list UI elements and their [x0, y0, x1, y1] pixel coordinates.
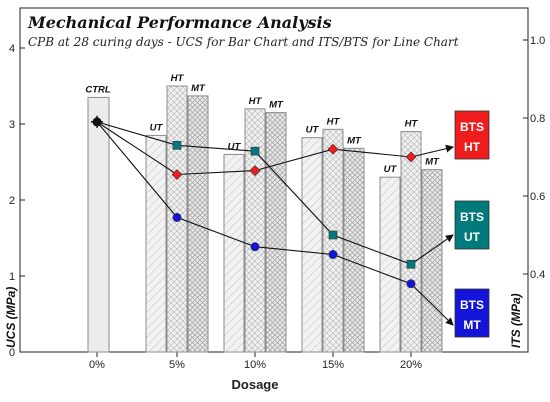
y-axis-left-title: UCS (MPa) [4, 287, 18, 348]
bar-ht [322, 128, 344, 353]
point-bts-ht [249, 165, 261, 177]
y-left-tick-label: 2 [9, 195, 15, 207]
arrow-bts-mt [410, 283, 454, 326]
bar-label-ut: UT [384, 164, 398, 175]
bar-ut [145, 134, 167, 353]
bar-ut [379, 176, 401, 353]
bar-label-mt: MT [425, 157, 440, 168]
bar-ctrl [87, 96, 110, 353]
bar-ut [301, 137, 323, 353]
chart-title: Mechanical Performance Analysis [27, 13, 332, 32]
legend-bts-mt-line2: MT [463, 318, 481, 332]
point-bts-ut [406, 259, 416, 269]
point-bts-ut [172, 141, 182, 150]
x-tick-label: 15% [322, 359, 344, 371]
bar-mt [343, 147, 365, 353]
bar-label-ctrl: CTRL [85, 84, 111, 95]
y-axis-right-ticks: 0.4 0.6 0.8 1.0 [523, 35, 545, 281]
arrow-bts-ht [410, 144, 454, 158]
y-right-tick-label: 0.8 [530, 113, 545, 125]
y-left-tick-label: 4 [9, 43, 15, 55]
bar-label-ut: UT [228, 141, 242, 152]
x-tick-label: 5% [169, 359, 185, 371]
y-axis-left-ticks: 0 1 2 3 4 [9, 43, 25, 359]
bar-series: CTRL UT UT UT UT HT HT HT HT MT MT MT MT [85, 73, 443, 353]
legend-bts-ht-box [454, 110, 490, 160]
legend-bts-mt-line1: BTS [460, 298, 484, 312]
y-left-tick-label: 3 [9, 119, 15, 131]
legend-bts-ht-line2: HT [464, 140, 481, 154]
x-tick-label: 20% [400, 359, 422, 371]
bar-label-ht: HT [327, 116, 341, 127]
bar-ut [223, 153, 245, 353]
y-right-tick-label: 1.0 [530, 35, 545, 47]
chart-subtitle: CPB at 28 curing days - UCS for Bar Char… [28, 35, 459, 49]
bar-mt [187, 95, 209, 353]
bar-label-ht: HT [249, 96, 263, 107]
bar-ht [244, 108, 266, 353]
bar-label-mt: MT [191, 83, 206, 94]
point-bts-ht [405, 151, 417, 163]
point-bts-ut [250, 146, 260, 156]
legend: BTS HT BTS UT BTS MT [454, 110, 490, 338]
bar-label-ut: UT [150, 122, 164, 133]
y-left-tick-label: 0 [9, 347, 15, 359]
legend-bts-ut-line2: UT [464, 230, 481, 244]
legend-bts-ht-line1: BTS [460, 120, 484, 134]
legend-bts-ut-line1: BTS [460, 210, 484, 224]
point-bts-mt [328, 250, 338, 260]
line-series [91, 115, 454, 326]
arrow-bts-ut [410, 234, 454, 265]
point-bts-ht [327, 143, 339, 155]
point-bts-ht [171, 169, 183, 180]
bar-label-ht: HT [405, 119, 419, 130]
x-tick-label: 10% [244, 359, 266, 371]
point-control-cross [91, 115, 103, 128]
y-axis-right-title: ITS (MPa) [509, 293, 523, 348]
x-axis-title: Dosage [232, 377, 279, 392]
x-axis-ticks: 0% 5% 10% 15% 20% [89, 352, 422, 371]
bar-mt [265, 112, 287, 353]
bar-ht [400, 131, 422, 353]
bar-mt [421, 169, 443, 353]
point-bts-mt [250, 242, 260, 252]
y-left-tick-label: 1 [9, 271, 15, 283]
point-bts-mt [172, 212, 182, 222]
legend-bts-mt-box [454, 288, 490, 338]
x-tick-label: 0% [89, 359, 105, 371]
y-right-tick-label: 0.6 [530, 191, 545, 203]
point-bts-ut [328, 230, 338, 240]
bar-label-mt: MT [269, 100, 284, 111]
bar-label-ut: UT [306, 125, 320, 136]
point-bts-mt [406, 279, 416, 289]
bar-label-ht: HT [171, 73, 185, 84]
legend-bts-ut-box [454, 200, 490, 250]
y-right-tick-label: 0.4 [530, 269, 545, 281]
bar-label-mt: MT [347, 135, 362, 146]
